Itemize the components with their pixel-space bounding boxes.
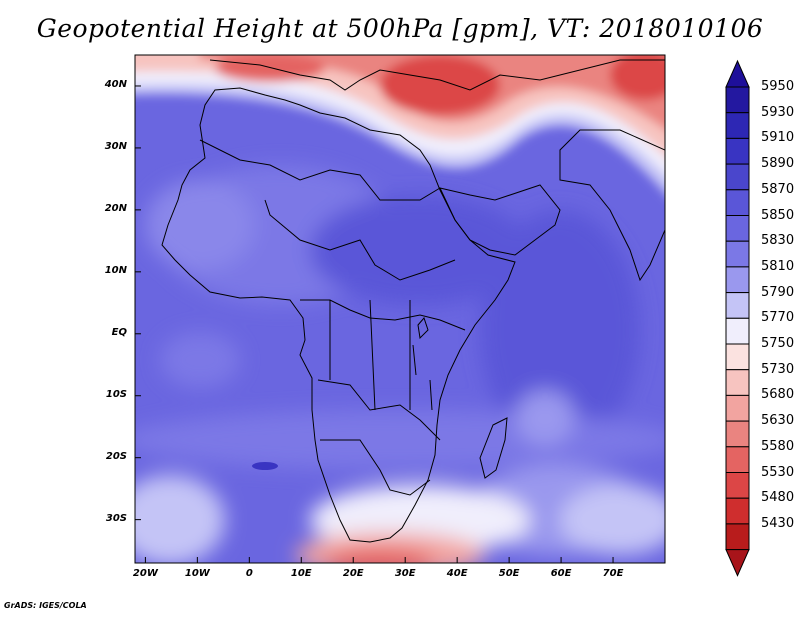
colorbar-level-label: 5790 (761, 284, 795, 300)
colorbar-swatch (725, 472, 750, 499)
africa-coastline (161, 87, 516, 543)
colorbar-swatch (725, 394, 750, 422)
colorbar-swatch (725, 112, 750, 139)
colorbar-swatch (725, 240, 750, 268)
sahel-borders (264, 199, 456, 281)
colorbar-swatch (725, 420, 750, 448)
colorbar-top-arrow (725, 59, 750, 88)
coastlines (161, 59, 665, 543)
grads-credit: GrADS: IGES/COLA (4, 601, 87, 610)
country-meridional-borders (329, 299, 411, 411)
colorbar-level-label: 5630 (761, 413, 795, 429)
field-west-africa (145, 180, 255, 270)
map-title: Geopotential Height at 500hPa [gpm], VT:… (36, 14, 764, 43)
field-south-trough-core (325, 549, 435, 563)
colorbar-bottom-arrow (725, 549, 750, 577)
colorbar-level-label: 5480 (761, 490, 795, 506)
colorbar-level-label: 5730 (761, 361, 795, 377)
mediterranean-north-coast (209, 59, 665, 91)
lon-tick-label: 10E (290, 568, 312, 579)
colorbar-swatch (725, 137, 750, 165)
height-field (135, 55, 665, 563)
field-turkey-trough (380, 55, 500, 115)
colorbar-swatch (725, 317, 750, 345)
southern-africa-borders-1 (317, 379, 441, 441)
colorbar-level-label: 5870 (761, 181, 795, 197)
field-east-africa (310, 195, 530, 305)
colorbar-swatch (725, 343, 750, 371)
field-south-indian-light (560, 485, 665, 555)
field-gulf-patch (160, 332, 240, 388)
colorbar-swatch (725, 215, 750, 242)
colorbar-level-label: 5910 (761, 130, 795, 146)
lat-tick-label: 20S (105, 450, 127, 462)
field-med-trough (215, 55, 325, 82)
colorbar-level-label: 5680 (761, 387, 795, 403)
colorbar-level-label: 5530 (761, 464, 795, 480)
colorbar-level-label: 5750 (761, 336, 795, 351)
colorbar-swatch (725, 497, 750, 525)
colorbar-level-label: 5770 (761, 310, 795, 326)
arabian-peninsula (439, 184, 561, 256)
india-coastline (559, 129, 665, 282)
colorbar-swatch (725, 86, 750, 114)
field-south-atlantic (135, 475, 225, 563)
lat-tick-label: EQ (111, 326, 127, 338)
rift-lakes (412, 344, 433, 411)
madagascar-coastline (479, 417, 508, 479)
field-madagascar-east (515, 390, 575, 446)
field-south-band (135, 410, 665, 470)
lon-tick-label: 60E (550, 568, 572, 579)
lat-tick-label: 30S (105, 512, 127, 524)
lon-tick-label: 70E (602, 568, 624, 579)
tick-marks (135, 85, 614, 563)
lat-tick-label: 10N (104, 264, 127, 276)
colorbar-level-label: 5850 (761, 207, 795, 223)
colorbar-level-label: 5890 (761, 156, 795, 172)
field-indian-ocean (480, 210, 640, 450)
lat-tick-label: 20N (104, 202, 127, 214)
colorbar-swatch (725, 266, 750, 294)
colorbar-level-label: 5830 (761, 233, 795, 249)
field-asia-trough (610, 55, 665, 100)
lake-victoria (417, 317, 429, 340)
lon-tick-label: 50E (498, 568, 520, 579)
sahara-borders-north (199, 139, 441, 201)
lon-tick-label: 40E (446, 568, 468, 579)
lat-tick-label: 40N (104, 78, 127, 90)
field-small-high (252, 462, 278, 470)
colorbar-level-label: 5950 (761, 79, 795, 94)
colorbar-level-label: 5580 (761, 438, 795, 454)
colorbar-swatch (725, 189, 750, 217)
lon-tick-label: 20W (132, 568, 158, 579)
colorbar (725, 59, 750, 577)
central-africa-borders (300, 299, 466, 331)
lon-tick-label: 0 (245, 568, 253, 579)
lat-tick-label: 10S (105, 388, 127, 400)
lat-tick-label: 30N (104, 140, 127, 152)
colorbar-swatch (725, 369, 750, 396)
map-frame (134, 54, 666, 564)
colorbar-swatch (725, 163, 750, 191)
southern-africa-borders-2 (320, 439, 431, 496)
colorbar-swatch (725, 446, 750, 473)
lon-tick-label: 20E (342, 568, 364, 579)
lon-tick-label: 30E (394, 568, 416, 579)
colorbar-level-label: 5930 (761, 104, 795, 120)
colorbar-swatch (725, 292, 750, 319)
colorbar-level-label: 5430 (761, 515, 795, 531)
lon-tick-label: 10W (184, 568, 210, 579)
colorbar-swatch (725, 523, 750, 551)
colorbar-level-label: 5810 (761, 258, 795, 274)
